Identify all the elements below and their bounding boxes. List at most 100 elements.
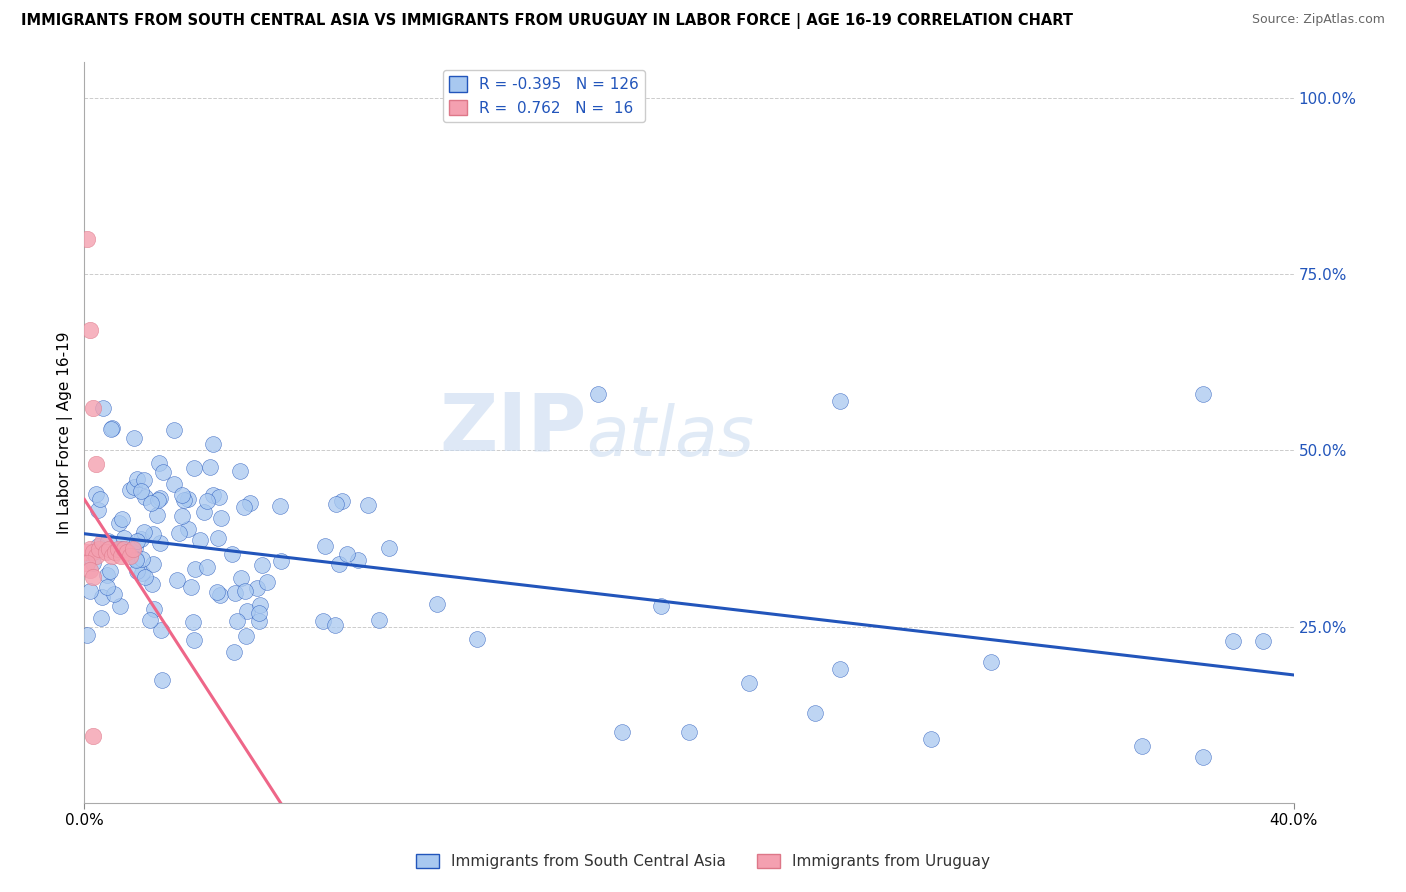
Text: IMMIGRANTS FROM SOUTH CENTRAL ASIA VS IMMIGRANTS FROM URUGUAY IN LABOR FORCE | A: IMMIGRANTS FROM SOUTH CENTRAL ASIA VS IM… bbox=[21, 13, 1073, 29]
Point bbox=[1222, 633, 1244, 648]
Point bbox=[131, 532, 153, 546]
Point bbox=[121, 541, 143, 556]
Point bbox=[149, 491, 172, 506]
Point bbox=[183, 632, 205, 647]
Point bbox=[82, 401, 104, 415]
Point bbox=[142, 557, 165, 571]
Point bbox=[141, 496, 163, 510]
Point bbox=[588, 387, 610, 401]
Point bbox=[183, 615, 205, 629]
Point bbox=[378, 541, 401, 555]
Point bbox=[328, 558, 350, 572]
Point bbox=[82, 545, 104, 559]
Point bbox=[124, 541, 146, 555]
Point bbox=[79, 323, 101, 337]
Point bbox=[112, 541, 135, 556]
Point bbox=[108, 599, 131, 614]
Point bbox=[180, 581, 202, 595]
Point bbox=[170, 488, 193, 502]
Point bbox=[980, 655, 1002, 669]
Point bbox=[247, 614, 270, 628]
Point bbox=[90, 610, 112, 624]
Point bbox=[208, 588, 231, 602]
Point bbox=[152, 465, 174, 479]
Point bbox=[239, 495, 262, 509]
Point bbox=[738, 676, 761, 690]
Point bbox=[127, 533, 149, 548]
Point bbox=[76, 627, 98, 641]
Point bbox=[224, 586, 246, 600]
Point bbox=[198, 460, 221, 475]
Point bbox=[202, 436, 225, 450]
Point bbox=[76, 232, 98, 246]
Text: ZIP: ZIP bbox=[439, 390, 586, 468]
Point bbox=[150, 673, 173, 687]
Point bbox=[142, 527, 165, 541]
Point bbox=[146, 492, 169, 507]
Point bbox=[173, 492, 195, 507]
Point bbox=[122, 480, 145, 494]
Point bbox=[82, 570, 104, 584]
Point bbox=[270, 554, 292, 568]
Point bbox=[76, 545, 98, 559]
Point bbox=[195, 560, 218, 574]
Text: Source: ZipAtlas.com: Source: ZipAtlas.com bbox=[1251, 13, 1385, 27]
Point bbox=[94, 545, 117, 559]
Point bbox=[134, 569, 156, 583]
Point bbox=[125, 472, 148, 486]
Point bbox=[335, 547, 357, 561]
Point bbox=[233, 583, 256, 598]
Point bbox=[172, 508, 194, 523]
Point bbox=[920, 732, 942, 747]
Point bbox=[226, 614, 249, 628]
Point bbox=[235, 603, 257, 617]
Point bbox=[112, 531, 135, 545]
Point bbox=[1130, 739, 1153, 754]
Point bbox=[650, 599, 672, 613]
Point bbox=[89, 541, 111, 556]
Point bbox=[176, 492, 198, 507]
Point bbox=[100, 422, 122, 436]
Point bbox=[209, 510, 232, 524]
Point bbox=[193, 505, 215, 519]
Point bbox=[76, 556, 98, 570]
Point bbox=[86, 539, 108, 553]
Point bbox=[830, 662, 852, 676]
Point bbox=[139, 613, 162, 627]
Point bbox=[86, 458, 108, 472]
Point bbox=[108, 516, 131, 530]
Point bbox=[103, 587, 125, 601]
Point bbox=[229, 464, 252, 478]
Point bbox=[100, 421, 122, 435]
Point bbox=[188, 533, 211, 548]
Y-axis label: In Labor Force | Age 16-19: In Labor Force | Age 16-19 bbox=[58, 331, 73, 534]
Point bbox=[148, 456, 170, 470]
Point bbox=[115, 545, 138, 559]
Point bbox=[465, 632, 488, 646]
Point bbox=[141, 577, 163, 591]
Point bbox=[118, 549, 141, 563]
Point bbox=[91, 535, 114, 549]
Point bbox=[610, 725, 633, 739]
Point bbox=[107, 541, 129, 556]
Point bbox=[830, 393, 852, 408]
Point bbox=[87, 503, 110, 517]
Point bbox=[129, 484, 152, 499]
Point bbox=[176, 522, 198, 536]
Point bbox=[120, 483, 142, 497]
Point bbox=[125, 551, 148, 566]
Point bbox=[134, 524, 156, 539]
Point bbox=[357, 498, 380, 512]
Point bbox=[122, 431, 145, 445]
Point bbox=[84, 487, 107, 501]
Text: atlas: atlas bbox=[586, 403, 754, 470]
Legend: Immigrants from South Central Asia, Immigrants from Uruguay: Immigrants from South Central Asia, Immi… bbox=[411, 847, 995, 875]
Point bbox=[98, 564, 121, 578]
Point bbox=[1192, 750, 1215, 764]
Point bbox=[231, 571, 253, 585]
Point bbox=[207, 531, 229, 545]
Point bbox=[183, 461, 205, 475]
Point bbox=[162, 477, 184, 491]
Point bbox=[111, 512, 134, 526]
Point bbox=[142, 601, 165, 615]
